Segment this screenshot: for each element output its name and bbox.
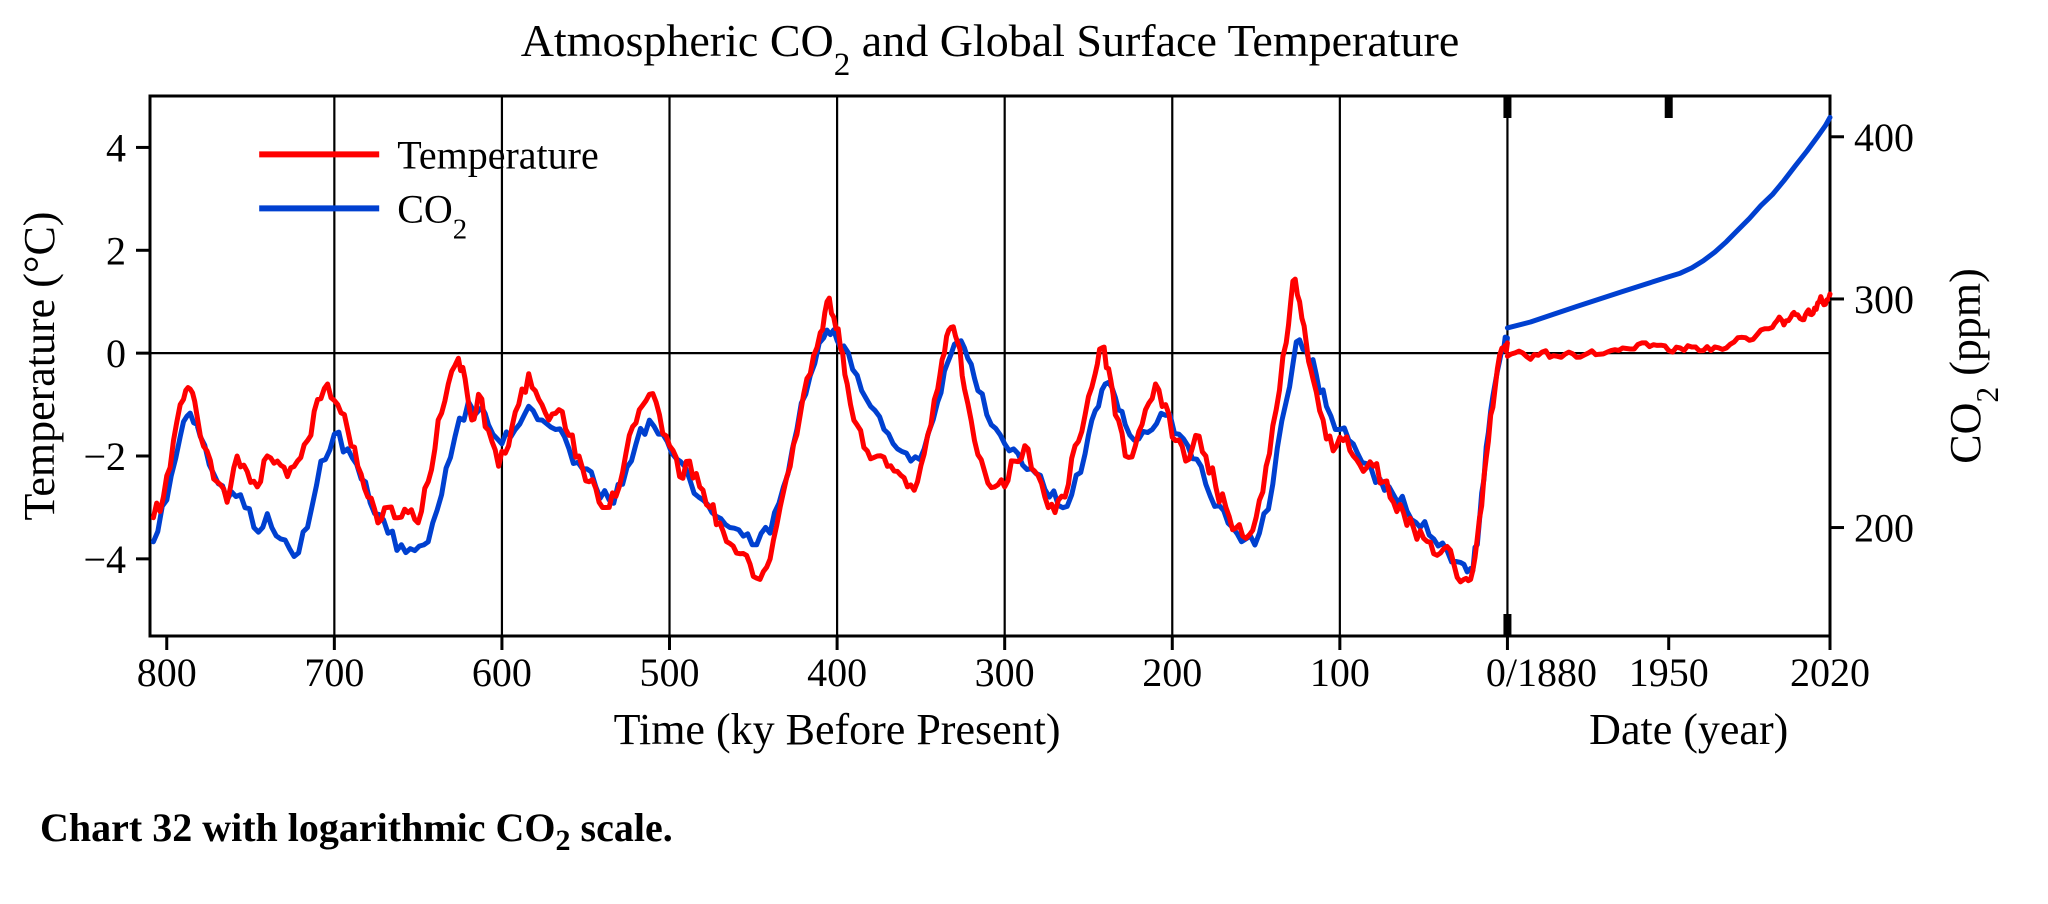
xtick-paleo: 300 — [975, 650, 1035, 695]
x-axis-modern-label: Date (year) — [1589, 705, 1788, 754]
y-axis-left-label: Temperature (°C) — [15, 212, 64, 521]
ytick-left: −4 — [83, 537, 126, 582]
xtick-paleo: 200 — [1142, 650, 1202, 695]
xtick-paleo: 700 — [304, 650, 364, 695]
ytick-left: 4 — [106, 125, 126, 170]
ytick-left: 2 — [106, 228, 126, 273]
xtick-paleo: 400 — [807, 650, 867, 695]
ytick-right: 400 — [1854, 115, 1914, 160]
xtick-paleo: 500 — [640, 650, 700, 695]
x-axis-paleo-label: Time (ky Before Present) — [614, 705, 1061, 754]
chart-svg: Atmospheric CO2 and Global Surface Tempe… — [0, 0, 2048, 794]
xtick-paleo: 800 — [137, 650, 197, 695]
chart-title: Atmospheric CO2 and Global Surface Tempe… — [521, 15, 1460, 83]
xtick-paleo: 100 — [1310, 650, 1370, 695]
page-root: Atmospheric CO2 and Global Surface Tempe… — [0, 0, 2048, 904]
xtick-modern: 2020 — [1790, 650, 1870, 695]
xtick-modern: 1950 — [1629, 650, 1709, 695]
xtick-paleo: 0/1880 — [1486, 650, 1597, 695]
ytick-right: 300 — [1854, 277, 1914, 322]
chart-container: Atmospheric CO2 and Global Surface Tempe… — [0, 0, 2048, 794]
ytick-left: −2 — [83, 434, 126, 479]
ytick-right: 200 — [1854, 506, 1914, 551]
chart-caption: Chart 32 with logarithmic CO2 scale. — [40, 804, 673, 858]
xtick-paleo: 600 — [472, 650, 532, 695]
ytick-left: 0 — [106, 331, 126, 376]
y-axis-right-label: CO2 (ppm) — [1941, 268, 2005, 464]
legend-label: Temperature — [397, 132, 599, 177]
